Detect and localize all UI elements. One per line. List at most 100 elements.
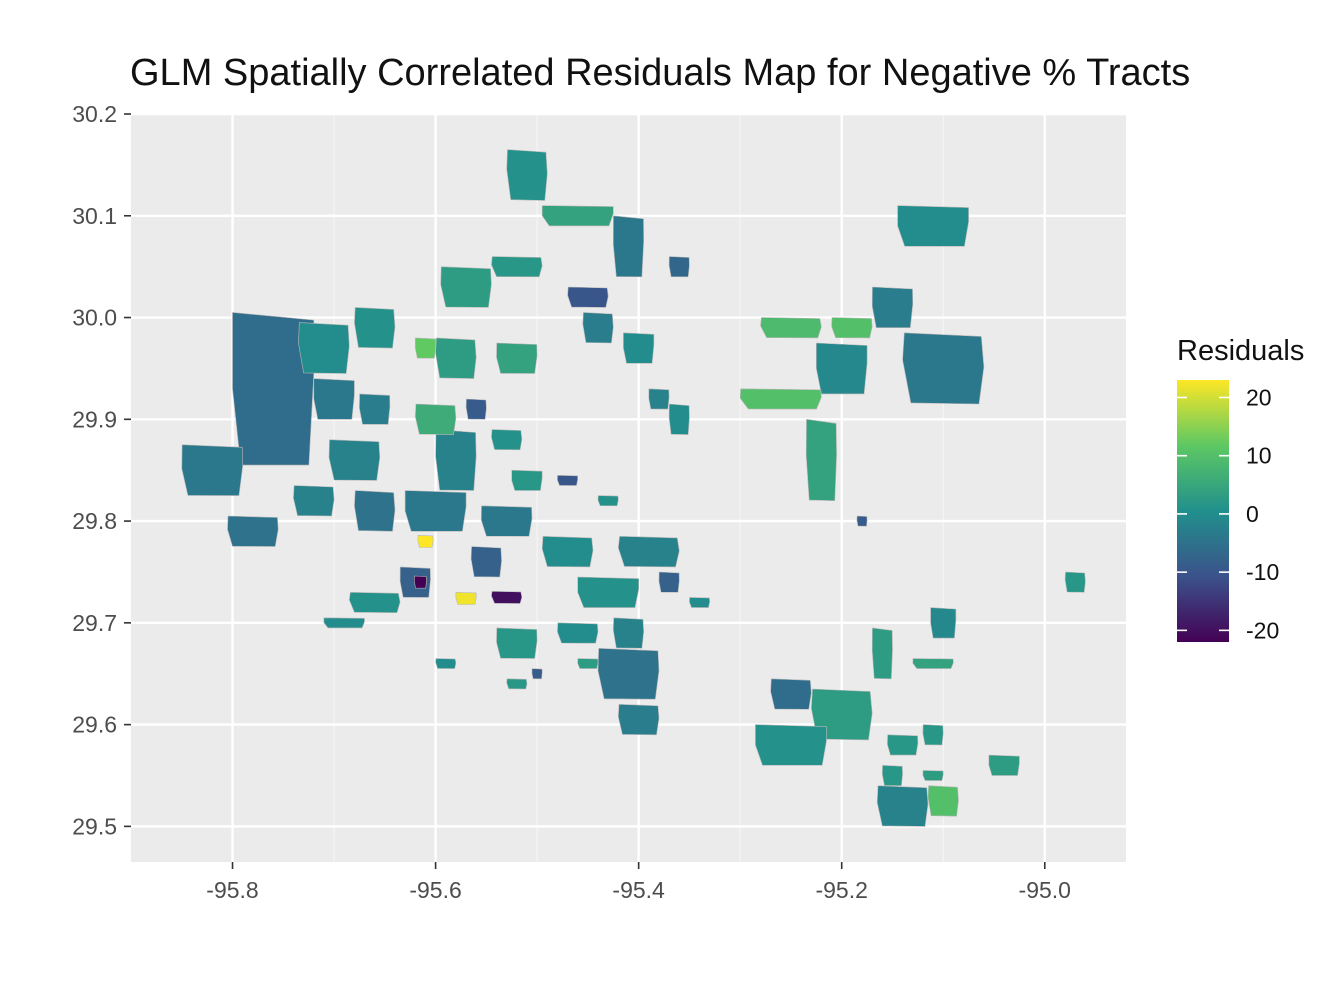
tract-polygon <box>293 485 335 517</box>
tract-polygon <box>597 495 619 507</box>
tract-polygon <box>328 439 381 481</box>
y-tick-label: 29.9 <box>72 406 117 432</box>
tract-polygon <box>480 505 533 537</box>
legend-colorbar <box>1177 380 1229 642</box>
tract-polygon <box>506 149 548 201</box>
tract-polygon <box>871 627 893 680</box>
tract-polygon <box>491 256 543 278</box>
tract-polygon <box>359 393 391 425</box>
y-tick-label: 29.7 <box>72 610 117 636</box>
tract-polygon <box>856 515 868 527</box>
x-tick-label: -95.4 <box>612 877 665 903</box>
tract-polygon <box>354 307 396 349</box>
y-tick-label: 29.5 <box>72 813 117 839</box>
tract-polygon <box>414 337 436 359</box>
tract-polygon <box>668 256 690 278</box>
tract-polygon <box>323 617 365 629</box>
tract-polygon <box>577 576 640 608</box>
tract-polygon <box>531 668 543 680</box>
tract-polygons <box>181 149 1086 827</box>
tract-polygon <box>232 312 315 466</box>
legend-ticks: 20 10 0 -10 -20 <box>1177 384 1279 643</box>
tract-polygon <box>541 205 614 227</box>
tract-polygon <box>876 785 929 827</box>
tract-polygon <box>658 571 680 593</box>
tract-polygon <box>689 597 711 608</box>
tract-polygon <box>805 418 837 502</box>
tract-polygon <box>414 403 457 435</box>
tract-polygon <box>739 388 822 410</box>
tract-polygon <box>413 575 427 589</box>
y-tick-label: 29.8 <box>72 508 117 534</box>
tract-polygon <box>417 534 434 548</box>
tract-polygon <box>612 215 645 278</box>
tract-polygon <box>770 678 812 710</box>
tract-polygon <box>577 658 599 669</box>
legend-label: 10 <box>1246 443 1272 469</box>
tract-polygon <box>557 474 579 486</box>
x-tick-label: -95.2 <box>815 877 867 903</box>
tract-polygon <box>567 286 609 308</box>
tract-polygon <box>881 764 903 787</box>
tract-polygon <box>470 546 502 578</box>
tract-polygon <box>491 429 523 451</box>
tract-polygon <box>496 627 538 659</box>
tract-polygon <box>871 286 914 329</box>
tract-polygon <box>227 515 279 547</box>
tract-polygon <box>435 658 457 669</box>
tract-polygon <box>755 724 827 766</box>
tract-polygon <box>440 266 492 308</box>
chart-title: GLM Spatially Correlated Residuals Map f… <box>130 52 1191 94</box>
tract-polygon <box>506 678 528 690</box>
tract-polygon <box>922 770 944 781</box>
tract-polygon <box>930 607 957 639</box>
tract-polygon <box>760 317 822 339</box>
tract-polygon <box>912 658 954 669</box>
tract-polygon <box>927 785 959 817</box>
y-tick-label: 29.6 <box>72 712 117 738</box>
tract-polygon <box>313 378 355 420</box>
tract-polygon <box>902 332 985 405</box>
tract-polygon <box>181 444 244 496</box>
tract-polygon <box>815 342 868 395</box>
tract-polygon <box>404 490 467 532</box>
tract-polygon <box>511 469 543 491</box>
tract-polygon <box>887 734 919 756</box>
tract-polygon <box>617 703 660 736</box>
tract-polygon <box>298 322 350 374</box>
tract-polygon <box>612 617 645 649</box>
tract-polygon <box>897 205 969 247</box>
tract-polygon <box>491 590 523 604</box>
y-tick-label: 30.0 <box>72 305 117 331</box>
x-tick-label: -95.8 <box>206 877 258 903</box>
legend-label: 0 <box>1246 501 1259 527</box>
tract-polygon <box>455 591 477 605</box>
tract-polygon <box>354 490 396 532</box>
tract-polygon <box>617 535 680 568</box>
tract-polygon <box>668 403 690 435</box>
legend-title: Residuals <box>1177 335 1304 367</box>
y-tick-label: 30.2 <box>72 101 117 127</box>
tract-polygon <box>831 317 873 339</box>
tract-polygon <box>348 591 401 614</box>
x-tick-label: -95.6 <box>409 877 461 903</box>
axes: -95.8 -95.6 -95.4 -95.2 -95.0 29.5 29.6 29.7 29.… <box>72 101 1071 903</box>
legend-label: -20 <box>1246 617 1279 643</box>
tract-polygon <box>435 429 477 491</box>
tract-polygon <box>597 647 660 700</box>
tract-polygon <box>496 342 538 374</box>
tract-polygon <box>435 337 477 379</box>
legend: Residuals 20 10 0 -10 -20 <box>1177 335 1304 643</box>
tract-polygon <box>988 754 1020 776</box>
legend-label: -10 <box>1246 559 1279 585</box>
tract-polygon <box>623 332 655 364</box>
tract-polygon <box>582 312 614 344</box>
tract-polygon <box>922 724 944 746</box>
y-tick-label: 30.1 <box>72 203 117 229</box>
tract-polygon <box>465 398 487 420</box>
tract-polygon <box>541 535 594 568</box>
legend-label: 20 <box>1246 384 1272 410</box>
tract-polygon <box>1064 571 1086 593</box>
tract-polygon <box>648 388 670 410</box>
